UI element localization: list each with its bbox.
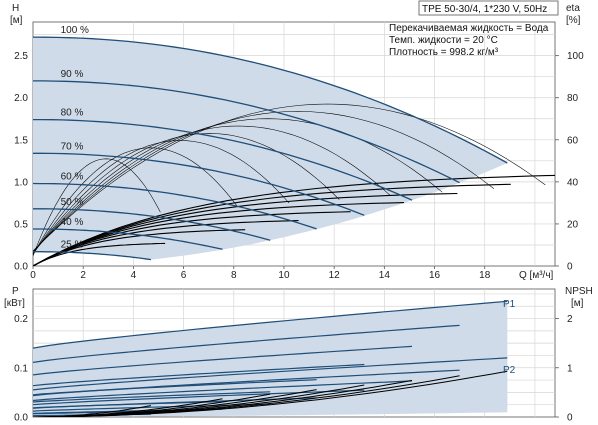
info-density: Плотность = 998.2 кг/м³ (389, 47, 499, 58)
q-tick-label: 16 (429, 270, 441, 281)
p1-curve (33, 324, 460, 363)
info-fluid: Перекачиваемая жидкость = Вода (389, 23, 549, 34)
q-tick-label: 0 (30, 270, 36, 281)
h-axis-unit: [м] (10, 15, 23, 26)
p1-curve (33, 363, 365, 387)
head-ticks: 0 2 4 6 8 10 12 14 16 18 0.0 0.5 1.0 1.5 2.0 2.5 0 20 40 60… (14, 51, 584, 281)
p2-curve (33, 389, 365, 406)
p1-curve (33, 391, 271, 403)
p-tick-label: 0.2 (14, 314, 28, 325)
speed-label: 70 % (61, 141, 84, 152)
h-tick-label: 1.0 (14, 177, 28, 188)
q-tick-label: 12 (329, 270, 341, 281)
eta-envelope (33, 202, 405, 266)
head-curves (33, 36, 508, 261)
q-tick-label: 6 (181, 270, 187, 281)
h-tick-label: 2.5 (14, 51, 28, 62)
eta-tick-label: 20 (567, 219, 579, 230)
p2-curve (33, 369, 460, 397)
speed-label: 50 % (61, 197, 84, 208)
eta-envelope (33, 174, 555, 266)
eta-curve (33, 125, 391, 254)
speed-labels: 100 % 90 % 80 % 70 % 60 % 50 % 40 % 25 % (61, 25, 89, 251)
q-axis-label: Q [м³/ч] (519, 270, 554, 281)
eta-envelope (33, 229, 246, 266)
head-curve (33, 228, 223, 250)
power-curves (33, 300, 508, 417)
npsh-curve (33, 405, 152, 417)
q-tick-label: 2 (80, 270, 86, 281)
speed-label: 25 % (61, 240, 84, 251)
eta-tick-label: 80 (567, 93, 579, 104)
power-ticks: 0.0 0.1 0.2 0 1 2 (14, 314, 573, 423)
eta-curve (33, 111, 494, 252)
p1-curve (33, 300, 508, 349)
eta-curve (33, 103, 546, 252)
p2-curve (33, 397, 317, 409)
p2-curve (33, 380, 413, 402)
chart-title: TPE 50-30/4, 1*230 V, 50Hz (422, 4, 547, 15)
speed-label: 100 % (61, 25, 89, 36)
p2-curve (33, 357, 508, 391)
p2-label: P2 (503, 365, 516, 376)
eta-tick-label: 100 (567, 51, 584, 62)
q-tick-label: 8 (231, 270, 237, 281)
head-curve (33, 118, 413, 201)
eta-curve (33, 140, 290, 255)
title-box (418, 0, 559, 16)
speed-label: 60 % (61, 172, 84, 183)
head-curve (33, 36, 508, 164)
eta-envelope (33, 220, 299, 266)
eta-envelope (33, 183, 511, 266)
head-curve (33, 182, 317, 230)
q-tick-label: 14 (379, 270, 391, 281)
q-tick-label: 18 (479, 270, 491, 281)
h-tick-label: 0.0 (14, 262, 28, 273)
q-tick-label: 10 (278, 270, 290, 281)
p-tick-label: 0.0 (14, 413, 28, 424)
head-curve (33, 80, 460, 184)
eta-curve (33, 147, 238, 256)
speed-label: 40 % (61, 217, 84, 228)
npsh-axis-unit: [м] (571, 298, 584, 309)
eta-envelope (33, 242, 166, 266)
eta-tick-label: 60 (567, 135, 579, 146)
speed-label: 90 % (61, 69, 84, 80)
npsh-tick-label: 0 (567, 413, 573, 424)
head-panel: 100 % 90 % 80 % 70 % 60 % 50 % 40 % 25 % 0 2 4 6 8 1… (10, 0, 584, 281)
eta-envelope (33, 192, 458, 266)
eta-axis-label: eta (566, 3, 580, 14)
h-axis-label: H (12, 3, 19, 14)
npsh-axis-label: NPSH (565, 286, 593, 297)
eta-curve (33, 133, 340, 254)
eta-tick-label: 40 (567, 177, 579, 188)
h-tick-label: 0.5 (14, 219, 28, 230)
eta-axis-unit: [%] (566, 15, 581, 26)
npsh-tick-label: 1 (567, 363, 573, 374)
p1-curve (33, 345, 413, 376)
eta-envelope (33, 211, 351, 266)
head-curve (33, 208, 271, 241)
h-tick-label: 1.5 (14, 135, 28, 146)
p-axis-label: P (12, 286, 19, 297)
head-curve (33, 152, 365, 216)
p-axis-unit: [кВт] (4, 298, 25, 309)
operating-area (33, 37, 508, 260)
eta-tick-label: 0 (567, 262, 573, 273)
p-tick-label: 0.1 (14, 363, 28, 374)
p1-label: P1 (503, 299, 516, 310)
q-tick-label: 4 (131, 270, 137, 281)
h-tick-label: 2.0 (14, 93, 28, 104)
info-temperature: Темп. жидкости = 20 °C (389, 35, 498, 46)
power-panel: 0.0 0.1 0.2 0 1 2 P [кВт] NPSH [м] P1 P2 (4, 286, 593, 424)
eta-curve (33, 158, 161, 257)
npsh-tick-label: 2 (567, 314, 573, 325)
speed-label: 80 % (61, 108, 84, 119)
head-operating-area (33, 37, 508, 260)
head-curve (33, 251, 152, 261)
